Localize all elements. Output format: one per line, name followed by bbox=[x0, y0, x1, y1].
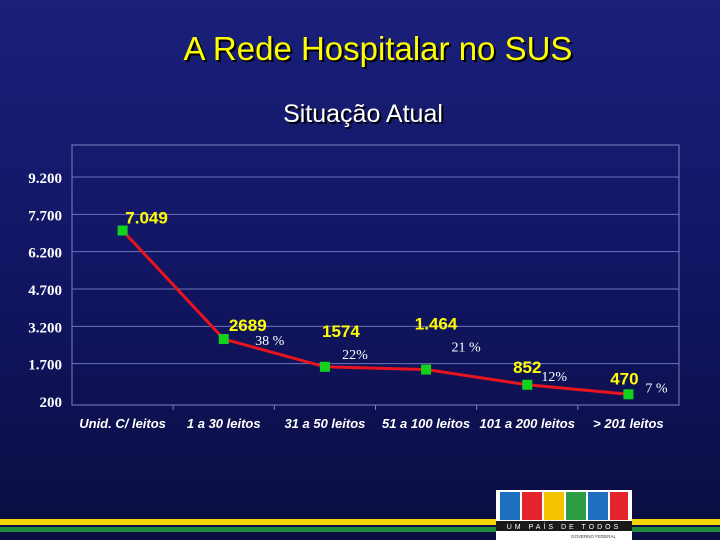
y-tick-label: 200 bbox=[40, 395, 63, 411]
x-category-label: 51 a 100 leitos bbox=[382, 416, 470, 431]
x-category-label: 1 a 30 leitos bbox=[187, 416, 261, 431]
y-tick-label: 6.200 bbox=[28, 246, 62, 262]
x-category-label: 31 a 50 leitos bbox=[284, 416, 365, 431]
data-point bbox=[421, 364, 432, 375]
percent-label: 22% bbox=[342, 348, 368, 363]
percent-label: 12% bbox=[541, 370, 567, 385]
data-point bbox=[117, 225, 128, 236]
x-category-label: Unid. C/ leitos bbox=[79, 416, 166, 431]
percent-label: 38 % bbox=[255, 334, 285, 349]
y-tick-label: 4.700 bbox=[28, 283, 62, 299]
data-label: 852 bbox=[513, 358, 541, 377]
data-label: 470 bbox=[610, 369, 638, 388]
page-subtitle: Situação Atual bbox=[283, 100, 443, 128]
series-line bbox=[121, 229, 629, 396]
data-label: 7.049 bbox=[125, 209, 168, 228]
logo-sub: GOVERNO FEDERAL bbox=[571, 534, 617, 539]
y-tick-label: 7.700 bbox=[28, 208, 62, 224]
data-label: 1.464 bbox=[415, 315, 458, 334]
page-title: A Rede Hospitalar no SUS bbox=[183, 30, 573, 67]
data-point bbox=[623, 389, 634, 400]
y-tick-label: 1.700 bbox=[28, 358, 62, 374]
data-label: 2689 bbox=[229, 316, 267, 335]
data-label: 1574 bbox=[322, 322, 360, 341]
brasil-logo: UM PAÍS DE TODOS GOVERNO FEDERAL bbox=[496, 490, 632, 540]
percent-label: 7 % bbox=[645, 381, 668, 396]
logo-tagline: UM PAÍS DE TODOS bbox=[507, 522, 622, 531]
data-point bbox=[319, 361, 330, 372]
x-category-label: > 201 leitos bbox=[593, 416, 663, 431]
x-category-label: 101 a 200 leitos bbox=[480, 416, 575, 431]
bottom-stripe-green bbox=[0, 527, 720, 532]
y-tick-label: 9.200 bbox=[28, 171, 62, 187]
bottom-stripe-yellow bbox=[0, 519, 720, 525]
data-point bbox=[522, 379, 533, 390]
data-point bbox=[218, 334, 229, 345]
percent-label: 21 % bbox=[451, 341, 481, 356]
y-tick-label: 3.200 bbox=[28, 320, 62, 336]
